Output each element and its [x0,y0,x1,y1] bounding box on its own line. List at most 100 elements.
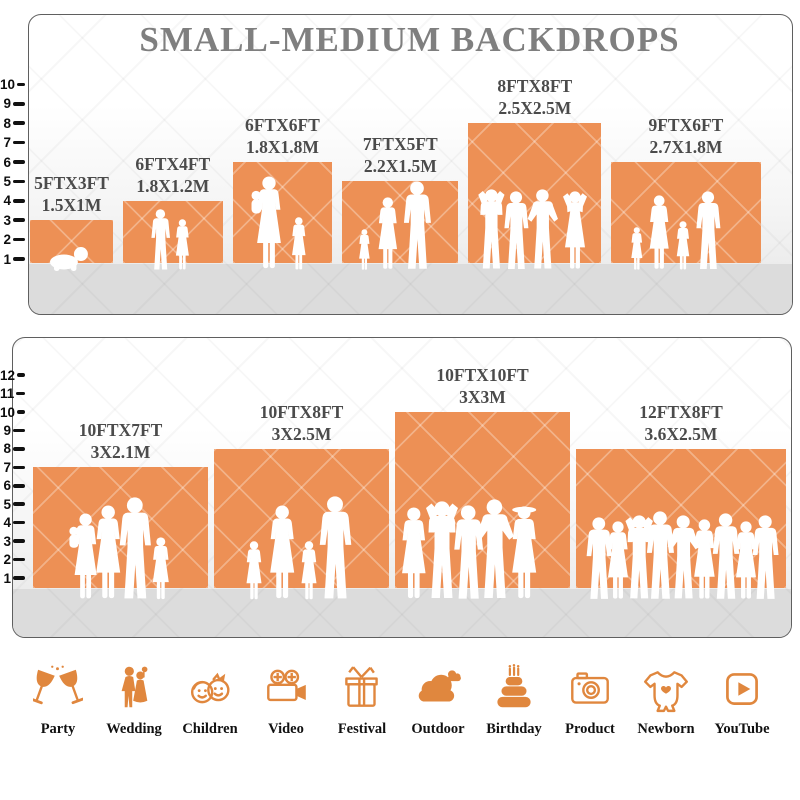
ruler-number: 7 [3,459,11,475]
ruler-tick [17,373,25,377]
ruler-number: 5 [3,173,11,189]
ruler-tick [13,447,25,451]
product-icon [571,672,609,704]
ruler-number: 6 [3,154,11,170]
category-label: Video [268,721,304,737]
ruler-mark-10undefined: 10 [0,403,25,421]
backdrop-size-ft: 6FTX6FT [244,115,320,135]
baby-silhouette-icon [50,247,89,271]
backdrop-size-ft: 5FTX3FT [34,173,109,194]
backdrop-size-m: 3.6X2.5M [644,423,718,444]
ruler-tick [17,410,25,414]
backdrop-label-5ftx3ft: 5FTX3FT 1.5X1M [0,173,162,217]
ruler-mark-12undefined: 12 [0,366,25,384]
category-party: Party [22,664,94,738]
ruler-tick [13,428,25,433]
category-label: Product [565,721,615,737]
backdrop-size-m: 3X2.5M [271,423,332,444]
ruler-number: 1 [3,570,11,586]
backdrop-size-ft: 7FTX5FT [362,134,438,155]
girl-silhouette-icon [631,227,643,270]
backdrop-10ftx7ft [33,467,208,588]
backdrop-size-ft: 10FTX8FT [259,401,344,422]
newborn-icon [643,671,689,713]
backdrop-size-ft: 6FTX4FT [135,153,211,174]
backdrop-label-9ftx6ft: 9FTX6FT 2.7X1.8M [596,115,776,159]
ruler-tick [13,465,25,470]
backdrop-label-8ftx8ft: 8FTX8FT 2.5X2.5M [445,76,625,120]
girl-silhouette-icon [291,217,306,270]
ruler-mark-3undefined: 3 [0,211,25,229]
ruler-mark-7undefined: 7 [0,134,25,152]
ruler-mark-2undefined: 2 [0,231,25,249]
ruler-number: 5 [3,496,11,512]
ruler-mark-5undefined: 5 [0,172,25,190]
backdrop-10ftx10ft [395,412,570,588]
man-hips-silhouette-icon [528,189,559,269]
ruler-mark-4undefined: 4 [0,192,25,210]
ruler-tick [13,520,25,525]
youtube-icon [726,673,758,705]
backdrop-6ftx4ft [123,200,223,263]
wedding-icon [121,666,148,708]
ruler-mark-6undefined: 6 [0,153,25,171]
girl-silhouette-icon [359,229,370,270]
category-label: Party [40,721,76,737]
category-birthday: Birthday [478,664,550,738]
children-icon [190,673,230,704]
backdrop-size-ft: 8FTX8FT [497,76,573,97]
party-icon [33,665,83,706]
ruler-tick [13,257,25,261]
ruler-number: 8 [3,115,11,131]
man-silhouette-icon [696,191,721,269]
backdrop-size-m: 2.2X1.5M [363,156,437,177]
ruler-tick [13,160,25,164]
backdrop-6ftx6ft [232,162,333,263]
girl-silhouette-icon [676,221,690,270]
backdrop-size-m: 1.8X1.2M [136,175,210,196]
ruler-number: 4 [3,515,11,531]
ruler-number: 3 [3,212,11,228]
backdrop-size-ft: 12FTX8FT [639,401,723,422]
ruler-mark-8undefined: 8 [0,114,25,132]
backdrop-size-m: 1.5X1M [41,195,102,216]
backdrop-10ftx8ft [214,448,389,588]
backdrop-label-10ftx7ft: 10FTX7FT 3X2.1M [31,420,211,464]
video-icon [267,669,307,702]
ruler-tick [13,576,25,580]
ruler-mark-9undefined: 9 [0,421,25,439]
backdrop-label-10ftx8ft: 10FTX8FT 3X2.5M [212,402,392,446]
ruler-mark-1undefined: 1 [0,250,25,268]
category-youtube: YouTube [706,664,778,738]
backdrop-size-m: 3X2.1M [90,442,151,463]
backdrop-size-m: 2.5X2.5M [498,98,572,119]
backdrop-size-m: 3X3M [459,386,506,407]
girl-silhouette-icon [152,537,169,600]
girl-silhouette-icon [176,219,190,270]
boy-silhouette-icon [150,209,170,270]
ruler-mark-4undefined: 4 [0,514,25,532]
category-wedding: Wedding [98,664,170,738]
outdoor-icon [418,670,461,702]
page-title: SMALL-MEDIUM BACKDROPS [139,20,680,59]
ruler-mark-9undefined: 9 [0,95,25,113]
woman-silhouette-icon [649,195,669,269]
backdrop-size-ft: 9FTX6FT [648,115,724,135]
ruler-mark-3undefined: 3 [0,532,25,550]
ruler-number: 7 [3,135,11,151]
ruler-tick [13,121,25,125]
ruler-tick [13,237,25,242]
ruler-tick [13,102,25,106]
backdrop-label-6ftx4ft: 6FTX4FT 1.8X1.2M [83,154,263,198]
ruler-number: 2 [3,232,11,248]
ruler-number: 1 [3,251,11,267]
ruler-tick [13,502,25,506]
ruler-number: 2 [3,552,11,567]
floor-strip [29,264,792,314]
man-silhouette-icon [752,515,779,599]
ruler-tick [13,557,25,562]
ruler-tick [13,539,25,543]
birthday-icon [497,664,531,708]
category-label: Birthday [486,721,542,737]
ruler-tick [17,82,25,87]
